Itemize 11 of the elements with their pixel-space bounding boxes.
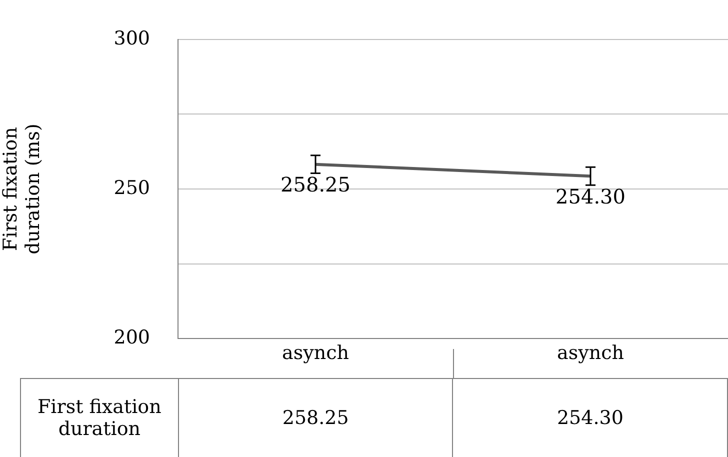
- x-tick-label: asynch: [282, 342, 349, 364]
- data-label: 258.25: [178, 378, 453, 457]
- y-tick-label: 200: [114, 326, 150, 349]
- y-tick-label: 300: [114, 27, 150, 50]
- data-label: 254.30: [452, 378, 728, 457]
- y-axis-title: First fixation duration (ms): [0, 124, 44, 254]
- text: 254.30: [556, 184, 626, 208]
- text: First fixation duration: [20, 378, 178, 457]
- y-tick-label: 250: [114, 176, 150, 199]
- x-tick-label: asynch: [557, 342, 624, 364]
- text: 258.25: [280, 172, 350, 197]
